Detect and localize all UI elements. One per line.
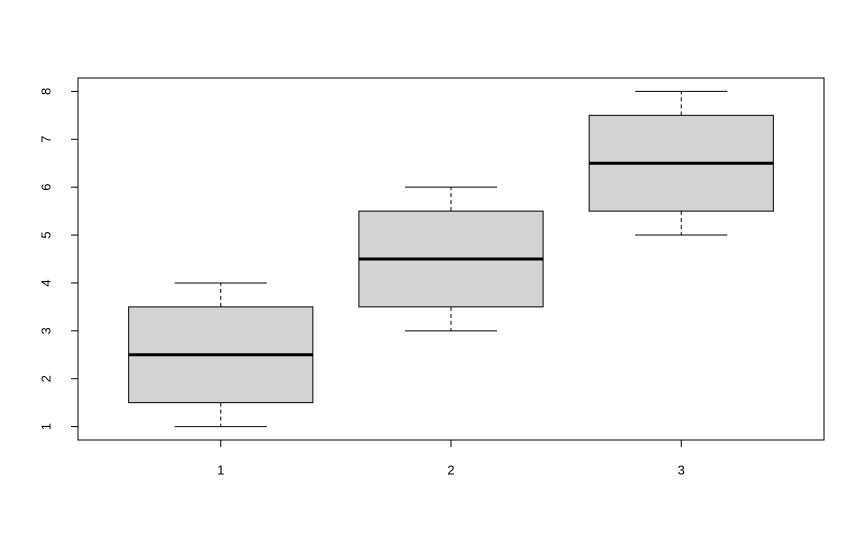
- x-tick-label: 3: [678, 462, 685, 477]
- x-tick-label: 2: [447, 462, 454, 477]
- y-tick-label: 8: [38, 88, 53, 95]
- x-tick-label: 1: [217, 462, 224, 477]
- y-tick-label: 1: [38, 423, 53, 430]
- y-tick-label: 2: [38, 375, 53, 382]
- y-tick-label: 6: [38, 184, 53, 191]
- y-tick-label: 3: [38, 327, 53, 334]
- y-tick-label: 5: [38, 231, 53, 238]
- y-tick-label: 4: [38, 279, 53, 286]
- y-tick-label: 7: [38, 136, 53, 143]
